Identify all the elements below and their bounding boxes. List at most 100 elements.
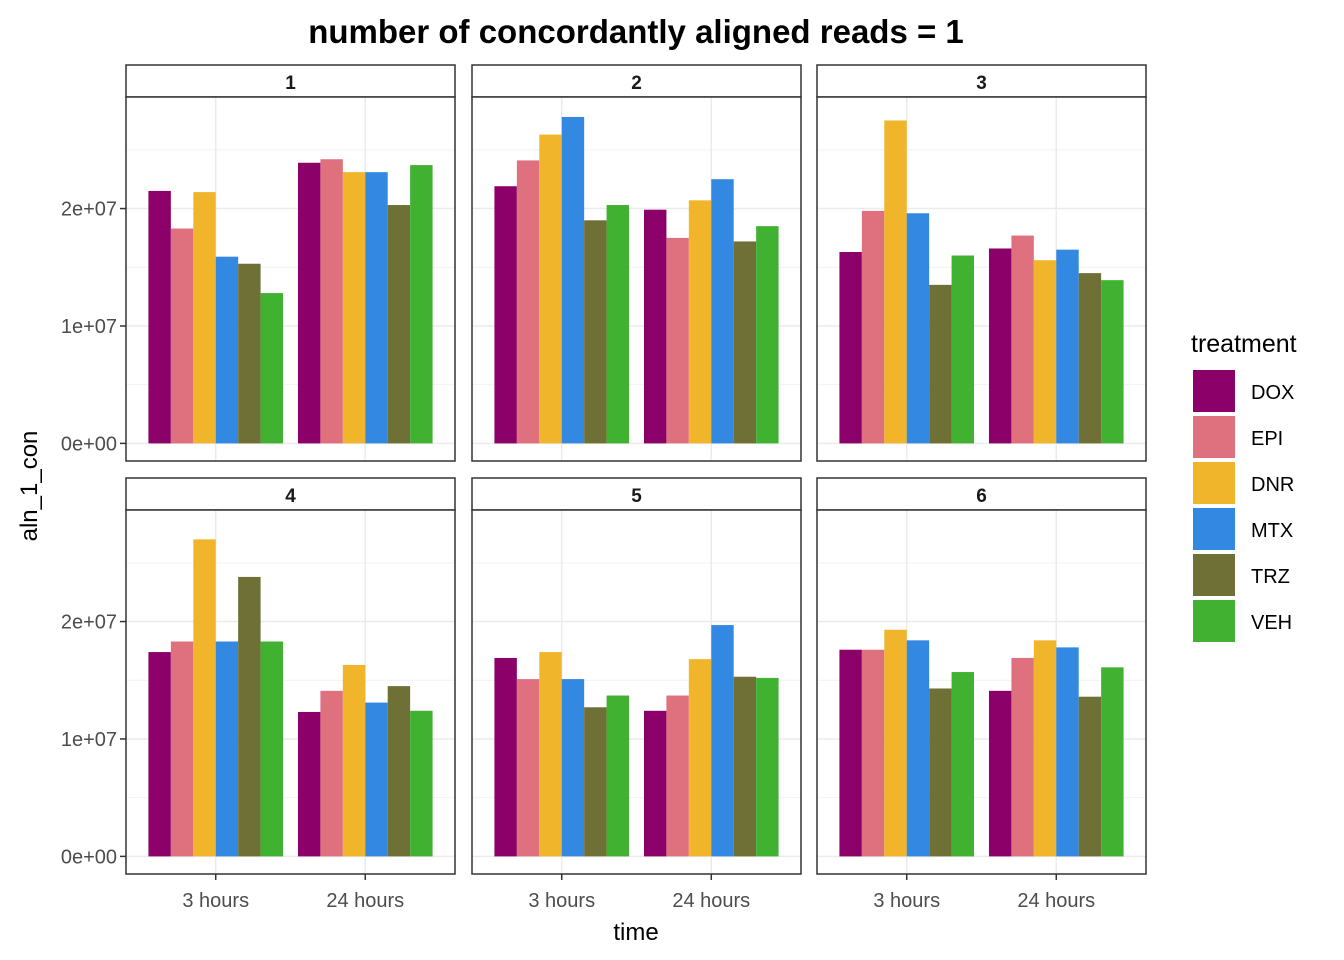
bar-dnr-24-hours bbox=[688, 659, 712, 857]
facet-strip-label: 3 bbox=[976, 73, 987, 94]
facet-panel-4: 4 0e+00 1e+07 2e+07 bbox=[61, 477, 456, 875]
legend-entries: DOX EPI DNR MTX TRZ VEH bbox=[1193, 370, 1294, 642]
y-tick-label: 1e+07 bbox=[61, 729, 117, 751]
bar-veh-3-hours bbox=[951, 255, 975, 444]
y-tick-label: 1e+07 bbox=[61, 316, 117, 338]
bar-epi-3-hours bbox=[861, 210, 885, 444]
facet-strip-label: 1 bbox=[285, 73, 296, 94]
facet-strip-label: 2 bbox=[631, 73, 642, 94]
legend: treatment DOX EPI DNR MTX TRZ VEH bbox=[1191, 330, 1297, 642]
bar-trz-24-hours bbox=[387, 686, 411, 857]
legend-entry-dnr: DNR bbox=[1193, 462, 1294, 504]
bar-mtx-24-hours bbox=[365, 172, 388, 444]
panel-border bbox=[816, 96, 1147, 462]
legend-swatch bbox=[1193, 554, 1235, 596]
chart-title: number of concordantly aligned reads = 1 bbox=[308, 13, 964, 50]
bar-dox-3-hours bbox=[148, 190, 171, 444]
facet-strip-label: 5 bbox=[631, 486, 642, 507]
bar-mtx-24-hours bbox=[711, 179, 734, 444]
bar-veh-3-hours bbox=[260, 293, 284, 444]
bar-dnr-3-hours bbox=[539, 134, 562, 444]
legend-entry-veh: VEH bbox=[1193, 600, 1292, 642]
legend-entry-mtx: MTX bbox=[1193, 508, 1293, 550]
x-tick-label: 24 hours bbox=[1017, 890, 1095, 912]
bar-dnr-24-hours bbox=[1033, 640, 1057, 857]
bar-mtx-3-hours bbox=[561, 679, 585, 857]
bar-epi-3-hours bbox=[516, 679, 540, 857]
bar-dox-3-hours bbox=[494, 186, 517, 444]
bar-trz-3-hours bbox=[238, 576, 261, 857]
bar-mtx-3-hours bbox=[215, 256, 239, 444]
bar-mtx-3-hours bbox=[215, 641, 239, 857]
bar-veh-3-hours bbox=[606, 205, 630, 444]
y-tick-label: 2e+07 bbox=[61, 199, 117, 221]
panel-border bbox=[125, 96, 456, 462]
y-tick-label: 2e+07 bbox=[61, 612, 117, 634]
legend-label: DNR bbox=[1251, 474, 1294, 496]
bar-trz-24-hours bbox=[1078, 696, 1102, 857]
x-tick-label: 24 hours bbox=[326, 890, 404, 912]
x-tick-label: 3 hours bbox=[528, 890, 595, 912]
bar-epi-24-hours bbox=[1011, 235, 1034, 444]
legend-label: VEH bbox=[1251, 612, 1292, 634]
legend-swatch bbox=[1193, 462, 1235, 504]
bar-epi-24-hours bbox=[666, 695, 689, 857]
bar-mtx-24-hours bbox=[1056, 249, 1079, 444]
x-axis-title: time bbox=[613, 919, 658, 946]
bar-epi-24-hours bbox=[1011, 657, 1034, 857]
bar-trz-24-hours bbox=[733, 241, 757, 444]
bar-epi-3-hours bbox=[170, 228, 194, 444]
x-tick-label: 24 hours bbox=[672, 890, 750, 912]
bar-veh-24-hours bbox=[410, 710, 433, 857]
legend-swatch bbox=[1193, 508, 1235, 550]
bar-veh-24-hours bbox=[1101, 280, 1124, 444]
facet-panel-3: 3 bbox=[816, 64, 1147, 462]
bar-dnr-3-hours bbox=[884, 120, 907, 444]
bar-dnr-24-hours bbox=[342, 172, 366, 444]
facet-grid: 1 0e+00 1e+07 2e+07 2 3 4 0e+00 1e+07 2e+07 5 6 bbox=[61, 64, 1147, 875]
facet-panel-6: 6 bbox=[816, 477, 1147, 875]
bar-dnr-3-hours bbox=[884, 629, 907, 857]
bar-dox-24-hours bbox=[297, 162, 321, 444]
x-tick-label: 3 hours bbox=[182, 890, 249, 912]
legend-swatch bbox=[1193, 416, 1235, 458]
panel-border bbox=[471, 96, 802, 462]
legend-label: DOX bbox=[1251, 382, 1294, 404]
bar-epi-24-hours bbox=[666, 237, 689, 444]
bar-dnr-3-hours bbox=[193, 539, 216, 857]
panel-border bbox=[125, 509, 456, 875]
bar-mtx-24-hours bbox=[711, 625, 734, 857]
bar-dnr-3-hours bbox=[539, 652, 562, 857]
facet-panel-1: 1 0e+00 1e+07 2e+07 bbox=[61, 64, 456, 462]
legend-swatch bbox=[1193, 600, 1235, 642]
bar-epi-3-hours bbox=[516, 160, 540, 444]
bar-veh-24-hours bbox=[756, 677, 779, 857]
legend-entry-dox: DOX bbox=[1193, 370, 1294, 412]
bar-mtx-3-hours bbox=[906, 640, 930, 857]
facet-strip bbox=[471, 64, 802, 98]
bar-epi-24-hours bbox=[320, 690, 343, 857]
bar-dox-24-hours bbox=[988, 248, 1012, 444]
y-tick-label: 0e+00 bbox=[61, 433, 117, 455]
bar-veh-24-hours bbox=[756, 226, 779, 444]
facet-strip bbox=[125, 64, 456, 98]
facet-strip-label: 6 bbox=[976, 486, 987, 507]
bar-veh-24-hours bbox=[410, 165, 433, 444]
facet-strip-label: 4 bbox=[285, 486, 296, 507]
legend-label: MTX bbox=[1251, 520, 1293, 542]
legend-label: TRZ bbox=[1251, 566, 1290, 588]
bar-mtx-3-hours bbox=[561, 116, 585, 444]
legend-title: treatment bbox=[1191, 330, 1297, 358]
bar-epi-3-hours bbox=[170, 641, 194, 857]
bar-trz-3-hours bbox=[929, 284, 952, 444]
bar-dox-3-hours bbox=[839, 251, 862, 444]
bar-veh-3-hours bbox=[606, 695, 630, 857]
bar-dox-24-hours bbox=[643, 710, 667, 857]
facet-panel-5: 5 bbox=[471, 477, 802, 875]
bar-dox-3-hours bbox=[839, 649, 862, 857]
facet-strip bbox=[125, 477, 456, 511]
bar-trz-24-hours bbox=[387, 205, 411, 444]
x-tick-labels: 3 hours 24 hours 3 hours 24 hours 3 hours 24 … bbox=[182, 874, 1095, 912]
panel-border bbox=[816, 509, 1147, 875]
